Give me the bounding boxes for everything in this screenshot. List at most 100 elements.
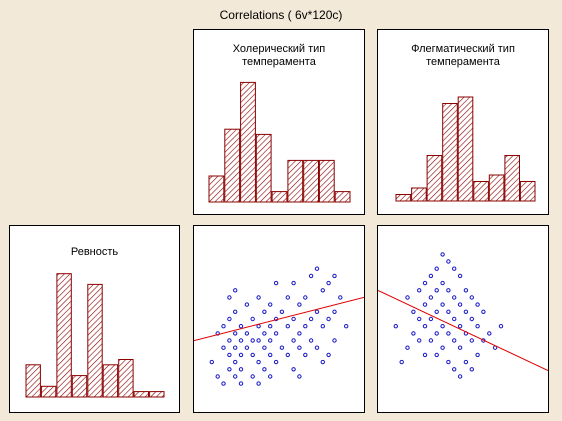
scatter-point <box>314 266 320 271</box>
scatter-point <box>244 345 250 350</box>
histogram-bar <box>255 133 272 203</box>
scatter-point <box>469 316 475 322</box>
scatter-point <box>238 324 244 329</box>
scatter-point <box>487 331 492 336</box>
histogram-bar <box>287 159 304 203</box>
scatter-point <box>326 316 331 322</box>
scatter-point <box>417 288 422 293</box>
histogram-bar <box>102 364 119 398</box>
chart-title: Correlations ( 6v*120c) <box>219 8 343 22</box>
scatter-point <box>452 338 457 343</box>
scatter-point <box>297 331 302 336</box>
scatter-point <box>273 359 279 365</box>
scatter-point <box>428 295 434 300</box>
scatter-point <box>285 324 291 329</box>
scatter-point <box>308 316 314 322</box>
histogram-bar <box>133 391 149 398</box>
scatter-point <box>452 316 457 322</box>
scatter-point <box>326 280 331 286</box>
scatter-point <box>297 345 302 350</box>
scatter-point <box>256 359 261 365</box>
scatter-point <box>469 367 475 372</box>
histogram-bar <box>224 128 241 203</box>
scatter-point <box>227 338 232 343</box>
histogram-bar <box>208 175 225 203</box>
scatter-point <box>221 324 226 329</box>
scatter-point <box>291 316 296 322</box>
scatter-point <box>250 352 255 358</box>
scatter-phlegmatic-jealousy <box>378 252 548 379</box>
scatter-point <box>285 352 291 358</box>
scatter-point <box>452 367 457 372</box>
scatter-point <box>227 352 232 358</box>
scatter-point <box>399 359 404 365</box>
scatter-point <box>268 338 273 343</box>
scatter-point <box>463 359 469 365</box>
panel-label-jealousy: Ревность <box>70 246 119 258</box>
scatter-point <box>297 374 302 379</box>
scatter-point <box>279 309 285 315</box>
scatter-point <box>262 331 267 336</box>
scatter-point <box>233 374 238 379</box>
regression-line <box>194 296 364 342</box>
scatter-point <box>446 288 451 293</box>
scatter-point <box>268 352 273 358</box>
scatter-point <box>244 302 250 307</box>
scatter-point <box>434 288 439 293</box>
regression-line <box>378 289 548 372</box>
scatter-point <box>446 331 451 336</box>
scatter-point <box>268 302 273 307</box>
scatter-point <box>221 345 226 350</box>
scatter-point <box>463 288 469 293</box>
scatter-point <box>422 352 428 358</box>
scatter-point <box>452 295 457 300</box>
scatter-point <box>297 302 302 307</box>
scatter-point <box>256 295 261 300</box>
panel-label-choleric: Холерический тип темперамента <box>232 43 326 68</box>
histogram-bar <box>318 159 335 203</box>
scatter-point <box>320 359 326 365</box>
histogram-bar <box>240 81 256 203</box>
histogram-panel-choleric: Холерический тип темперамента <box>193 29 365 215</box>
scatter-point <box>457 302 463 307</box>
histogram-bar <box>25 364 41 398</box>
scatter-point <box>446 359 451 365</box>
scatter-point <box>268 374 273 379</box>
histogram-bar <box>504 155 521 202</box>
histogram-bar <box>519 181 536 202</box>
scatter-point <box>314 309 320 315</box>
scatter-point <box>273 280 279 286</box>
histogram-choleric <box>208 81 351 203</box>
scatter-point <box>256 338 261 343</box>
histogram-bar <box>71 375 88 398</box>
scatter-panel-phlegmatic-jealousy <box>377 225 549 413</box>
histogram-panel-jealousy: Ревность <box>9 225 180 413</box>
scatter-point <box>303 352 308 358</box>
scatter-point <box>320 324 326 329</box>
scatter-point <box>405 345 410 350</box>
scatter-point <box>285 295 291 300</box>
scatter-point <box>332 309 337 315</box>
scatter-point <box>314 345 320 350</box>
scatter-point <box>238 338 244 343</box>
scatter-point <box>308 273 314 279</box>
scatter-point <box>446 309 451 315</box>
scatter-point <box>279 345 285 350</box>
histogram-bar <box>426 155 443 202</box>
scatter-point <box>227 316 232 322</box>
scatter-point <box>233 331 238 336</box>
histogram-bar <box>118 359 134 398</box>
histogram-phlegmatic <box>395 96 536 202</box>
scatter-point <box>291 280 296 286</box>
histogram-bar <box>40 385 57 398</box>
scatter-point <box>233 309 238 315</box>
scatter-point <box>440 345 445 350</box>
scatter-point <box>238 367 244 372</box>
scatter-point <box>227 295 232 300</box>
scatter-point <box>303 295 308 300</box>
scatter-point <box>457 374 463 379</box>
scatter-point <box>221 381 226 386</box>
scatter-panel-choleric-jealousy <box>193 225 365 413</box>
scatter-point <box>440 252 445 257</box>
scatter-point <box>344 324 349 329</box>
